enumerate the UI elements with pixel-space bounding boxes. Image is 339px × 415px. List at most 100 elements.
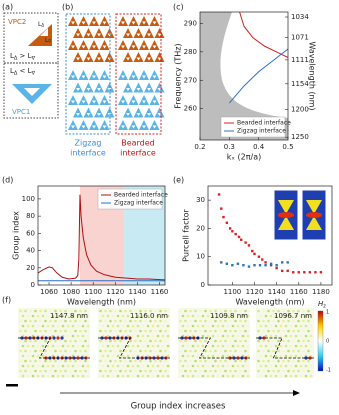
panel-label: (d) [2, 176, 13, 185]
field-dot [79, 349, 82, 353]
field-dot [44, 319, 47, 323]
field-dot [284, 344, 288, 348]
field-dot [49, 359, 52, 363]
field-dot [236, 314, 240, 318]
field-dot [297, 349, 300, 353]
triangle [89, 40, 99, 50]
field-dot [282, 309, 285, 313]
y-tick-label: 270 [184, 76, 197, 84]
hole [76, 33, 80, 37]
triangle [139, 40, 149, 50]
hole [97, 57, 101, 61]
field-dot [206, 344, 210, 348]
field-dot [156, 356, 160, 360]
hole [102, 100, 107, 104]
field-dot [59, 309, 62, 313]
field-dot [141, 364, 145, 368]
field-dot [61, 314, 65, 318]
field-dot [186, 314, 190, 318]
field-dot [86, 314, 90, 318]
field-dot [206, 314, 210, 318]
field-dot [159, 339, 162, 343]
field-dot [41, 324, 45, 328]
field-dot [297, 309, 300, 313]
hole [152, 125, 157, 129]
field-dot [146, 314, 150, 318]
field-dot [24, 339, 27, 343]
wavelength-label: 1147.8 nm [50, 312, 88, 320]
field-dot [274, 314, 278, 318]
field-dot [199, 319, 202, 323]
triangle [73, 107, 83, 118]
field-dot [229, 349, 232, 353]
field-dot [262, 349, 265, 353]
field-dot [279, 374, 283, 378]
field-dot [264, 364, 268, 368]
field-dot [66, 364, 70, 368]
field-dot [229, 369, 232, 373]
field-dot [64, 319, 67, 323]
field-dot [181, 324, 185, 328]
field-dot [144, 319, 147, 323]
field-dot [106, 314, 110, 318]
zigzag-label: interface [70, 149, 106, 158]
field-dot [211, 324, 215, 328]
field-dot [196, 344, 200, 348]
field-dot [56, 324, 60, 328]
field-dot [282, 329, 285, 333]
field-dot [211, 344, 215, 348]
field-dot [191, 344, 195, 348]
hole [86, 57, 91, 61]
legend-label: Zigzag interface [114, 200, 163, 207]
hole [92, 100, 96, 104]
triangle [89, 120, 99, 130]
field-dot [56, 336, 60, 340]
field-dot [86, 344, 90, 348]
field-dot [274, 334, 278, 338]
field-dot [231, 374, 235, 378]
field-dot [307, 339, 310, 343]
field-dot [69, 329, 72, 333]
field-dot [49, 319, 52, 323]
field-dot [239, 369, 242, 373]
field-dot [201, 364, 205, 368]
field-dot [119, 339, 122, 343]
field-dot [121, 374, 125, 378]
triangle [89, 70, 99, 80]
field-dot [111, 344, 115, 348]
field-dot [229, 319, 232, 323]
hole [136, 113, 141, 116]
field-dot [86, 364, 90, 368]
hole [126, 113, 130, 116]
hole [97, 113, 101, 116]
field-dot [21, 344, 25, 348]
field-dot [161, 364, 165, 368]
field-dot [211, 314, 215, 318]
triangle [123, 28, 133, 38]
triangle [123, 52, 133, 62]
field-dot [224, 369, 227, 373]
field-dot [221, 374, 225, 378]
field-dot [79, 359, 82, 363]
field-dot [287, 309, 290, 313]
field-dot [257, 329, 260, 333]
triangle [68, 40, 78, 50]
field-dot [287, 369, 290, 373]
field-dot [267, 309, 270, 313]
hole [147, 88, 151, 91]
field-dot [274, 364, 278, 368]
field-dot [26, 374, 30, 378]
hole [136, 33, 141, 37]
field-dot [156, 324, 160, 328]
field-dot [201, 334, 205, 338]
field-dot [19, 319, 22, 323]
field-dot [309, 314, 313, 318]
field-dot [69, 359, 72, 363]
field-dot [179, 329, 182, 333]
field-dot [44, 356, 48, 360]
y-tick-label: 20 [26, 264, 35, 272]
field-dot [104, 336, 108, 340]
field-dot [134, 319, 137, 323]
field-dot [287, 349, 290, 353]
field-dot [126, 324, 130, 328]
